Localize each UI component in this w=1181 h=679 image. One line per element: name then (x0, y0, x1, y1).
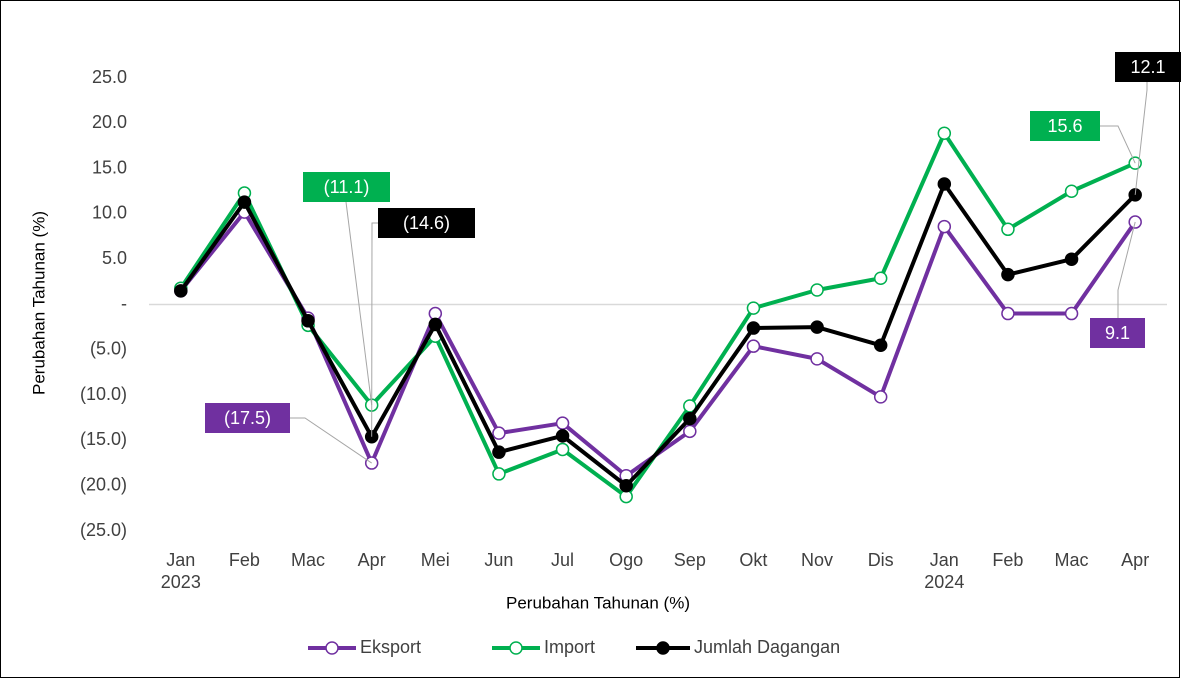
point (873, 338, 888, 353)
point (746, 301, 761, 315)
data-label: (17.5) (224, 408, 271, 428)
x-tick-label: Mac (1054, 550, 1089, 570)
point (1064, 306, 1079, 321)
point (555, 429, 570, 443)
legend-marker (656, 641, 670, 655)
x-tick-label: Jan 2023 (160, 550, 201, 592)
x-tick-label: Mei (420, 550, 450, 570)
series-line (179, 182, 1137, 488)
point (810, 283, 824, 297)
x-tick-label: Dis (867, 550, 894, 570)
leader-line (371, 222, 378, 437)
leader-line (290, 417, 372, 464)
leader-line (1100, 125, 1136, 164)
point (873, 271, 888, 285)
point (555, 416, 570, 430)
leader-line (345, 201, 373, 406)
x-tick-label: Feb (992, 550, 1024, 570)
y-tick-label: (25.0) (80, 520, 127, 540)
label-box (1115, 52, 1181, 82)
point (810, 320, 824, 334)
leader-line (1117, 221, 1136, 318)
legend-marker (325, 641, 339, 655)
y-tick-label: - (121, 293, 127, 313)
point (937, 126, 952, 141)
x-tick-label: Apr (357, 550, 386, 570)
point (683, 424, 697, 439)
point (1001, 222, 1015, 237)
x-tick-label: Mac (291, 550, 326, 570)
point (810, 352, 824, 366)
y-tick-label: 5.0 (102, 248, 127, 268)
x-tick-label: Jul (551, 550, 575, 570)
point (873, 390, 888, 404)
point (1064, 252, 1079, 266)
point (1001, 267, 1015, 282)
y-tick-label: (10.0) (80, 384, 127, 404)
data-label: 12.1 (1130, 57, 1165, 77)
point (1001, 306, 1015, 321)
y-tick-label: 15.0 (92, 157, 127, 177)
x-tick-label: Jan 2024 (924, 550, 965, 592)
label-box (303, 172, 390, 202)
y-tick-label: 20.0 (92, 112, 127, 132)
y-tick-label: 10.0 (92, 203, 127, 223)
x-tick-label: Feb (228, 550, 260, 570)
y-tick-label: (15.0) (80, 429, 127, 449)
point (174, 284, 188, 298)
point (301, 314, 315, 328)
data-label: (11.1) (324, 177, 370, 197)
point (937, 177, 952, 191)
point (492, 467, 506, 481)
legend-label: Jumlah Dagangan (694, 637, 840, 657)
point (746, 321, 761, 335)
legend-label: Eksport (360, 637, 421, 657)
point (555, 442, 570, 457)
y-tick-label: (5.0) (90, 339, 127, 359)
y-tick-label: (20.0) (80, 474, 127, 494)
y-axis-title: Perubahan Tahunan (%) (29, 211, 48, 395)
x-axis-title: Perubahan Tahunan (%) (506, 593, 690, 612)
legend-label: Import (544, 637, 595, 657)
point (619, 478, 633, 493)
leader-line (1134, 82, 1148, 195)
x-tick-label: Ogo (609, 550, 644, 570)
data-label: 15.6 (1047, 116, 1082, 136)
x-tick-label: Nov (801, 550, 834, 570)
label-box (1090, 318, 1145, 348)
label-box (205, 403, 290, 433)
x-tick-label: Okt (739, 550, 768, 570)
legend-marker (509, 641, 523, 655)
data-label: (14.6) (403, 213, 450, 233)
label-box (378, 208, 475, 238)
point (492, 445, 506, 459)
data-label: 9.1 (1105, 323, 1130, 343)
point (428, 317, 443, 332)
point (683, 411, 697, 426)
point (492, 426, 506, 440)
x-tick-label: Sep (673, 550, 706, 570)
point (746, 339, 761, 353)
x-tick-label: Apr (1121, 550, 1150, 570)
label-box (1030, 111, 1100, 141)
point (937, 219, 952, 234)
point (237, 195, 252, 209)
y-tick-label: 25.0 (92, 67, 127, 87)
x-tick-label: Jun (484, 550, 514, 570)
point (1064, 184, 1079, 198)
